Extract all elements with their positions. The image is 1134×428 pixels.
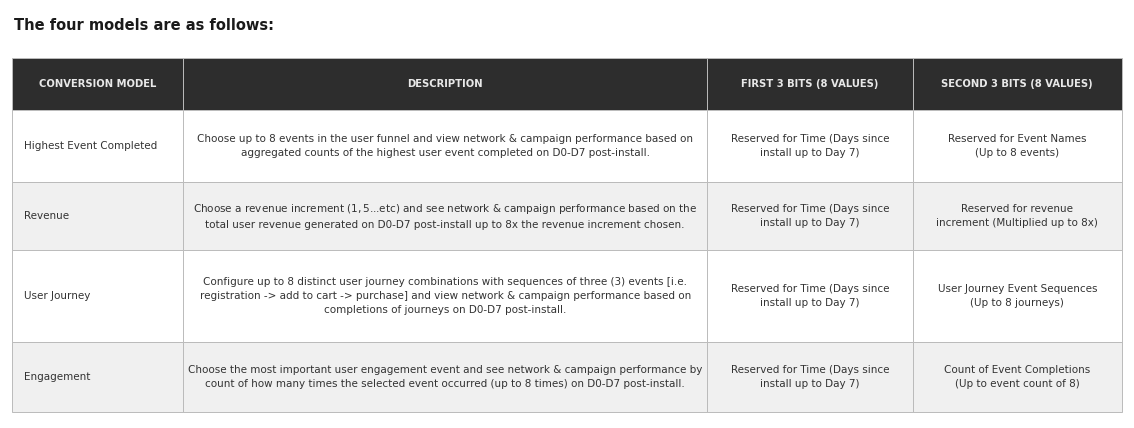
Bar — [913, 250, 1122, 342]
Bar — [12, 342, 184, 412]
Text: Count of Event Completions
(Up to event count of 8): Count of Event Completions (Up to event … — [945, 365, 1091, 389]
Bar — [12, 182, 184, 250]
Bar — [184, 58, 706, 110]
Bar — [12, 250, 184, 342]
Text: FIRST 3 BITS (8 VALUES): FIRST 3 BITS (8 VALUES) — [741, 79, 879, 89]
Text: Reserved for Time (Days since
install up to Day 7): Reserved for Time (Days since install up… — [730, 134, 889, 158]
Bar — [12, 58, 184, 110]
Text: Choose the most important user engagement event and see network & campaign perfo: Choose the most important user engagemen… — [188, 365, 702, 389]
Bar — [12, 110, 184, 182]
Text: User Journey Event Sequences
(Up to 8 journeys): User Journey Event Sequences (Up to 8 jo… — [938, 284, 1097, 308]
Text: Reserved for Event Names
(Up to 8 events): Reserved for Event Names (Up to 8 events… — [948, 134, 1086, 158]
Text: Revenue: Revenue — [24, 211, 69, 221]
Bar — [913, 110, 1122, 182]
Bar — [913, 182, 1122, 250]
Bar — [913, 342, 1122, 412]
Text: The four models are as follows:: The four models are as follows: — [14, 18, 274, 33]
Text: Reserved for Time (Days since
install up to Day 7): Reserved for Time (Days since install up… — [730, 284, 889, 308]
Text: CONVERSION MODEL: CONVERSION MODEL — [39, 79, 156, 89]
Text: Choose a revenue increment ($1, $5...etc) and see network & campaign performance: Choose a revenue increment ($1, $5...etc… — [193, 202, 697, 230]
Bar — [184, 250, 706, 342]
Text: DESCRIPTION: DESCRIPTION — [407, 79, 483, 89]
Bar — [913, 58, 1122, 110]
Bar — [706, 110, 913, 182]
Bar — [706, 250, 913, 342]
Text: Highest Event Completed: Highest Event Completed — [24, 141, 158, 151]
Text: Engagement: Engagement — [24, 372, 91, 382]
Text: Reserved for Time (Days since
install up to Day 7): Reserved for Time (Days since install up… — [730, 204, 889, 228]
Bar — [706, 182, 913, 250]
Bar — [184, 110, 706, 182]
Text: Reserved for Time (Days since
install up to Day 7): Reserved for Time (Days since install up… — [730, 365, 889, 389]
Text: Choose up to 8 events in the user funnel and view network & campaign performance: Choose up to 8 events in the user funnel… — [197, 134, 693, 158]
Text: SECOND 3 BITS (8 VALUES): SECOND 3 BITS (8 VALUES) — [941, 79, 1093, 89]
Bar — [184, 182, 706, 250]
Bar — [706, 58, 913, 110]
Text: Configure up to 8 distinct user journey combinations with sequences of three (3): Configure up to 8 distinct user journey … — [200, 277, 691, 315]
Text: User Journey: User Journey — [24, 291, 91, 301]
Bar — [706, 342, 913, 412]
Text: Reserved for revenue
increment (Multiplied up to 8x): Reserved for revenue increment (Multipli… — [937, 204, 1098, 228]
Bar — [184, 342, 706, 412]
